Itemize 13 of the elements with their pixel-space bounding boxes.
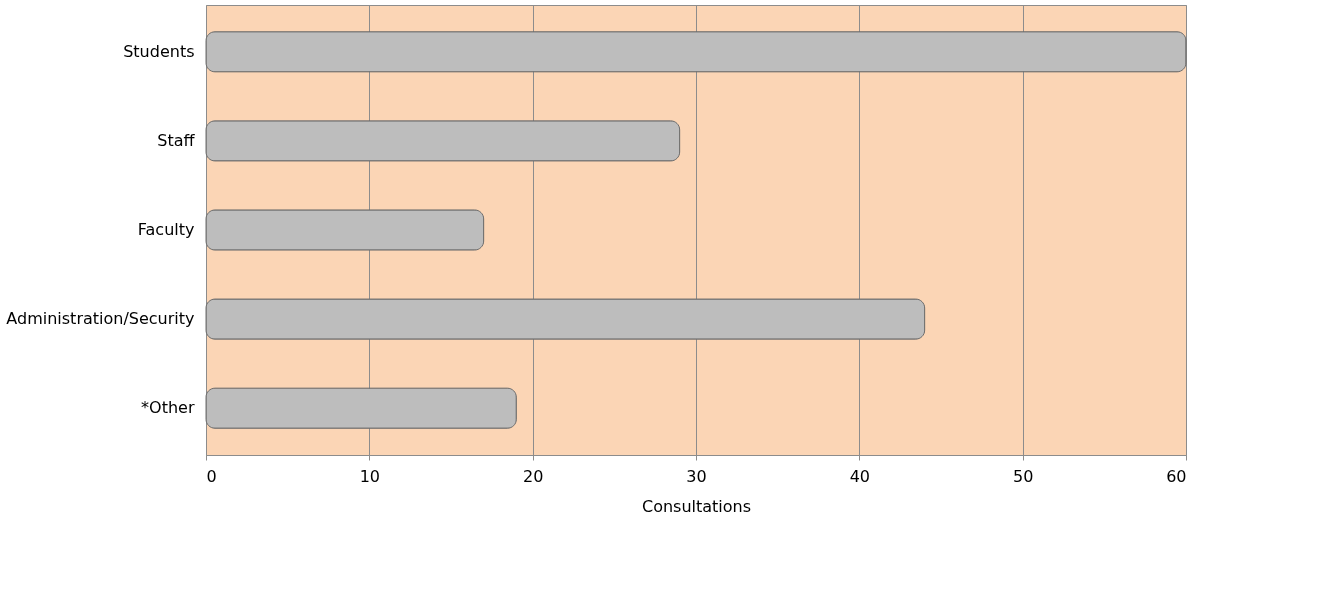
y-tick-label: Administration/Security — [6, 309, 195, 329]
x-tick-label: 20 — [522, 466, 544, 486]
x-tick-label: 30 — [686, 466, 707, 486]
x-axis-title: Consultations — [641, 496, 752, 516]
x-tick-label: 50 — [1012, 466, 1034, 486]
x-tick-label: 10 — [359, 466, 381, 486]
x-tick-label: 0 — [206, 466, 217, 486]
x-tick-label: 60 — [1166, 466, 1187, 486]
y-tick-label: Faculty — [137, 220, 195, 239]
y-tick-label: Staff — [157, 130, 196, 150]
y-tick-label: Students — [123, 41, 195, 61]
y-tick-label: *Other — [141, 398, 195, 418]
x-tick-label: 40 — [849, 466, 871, 486]
